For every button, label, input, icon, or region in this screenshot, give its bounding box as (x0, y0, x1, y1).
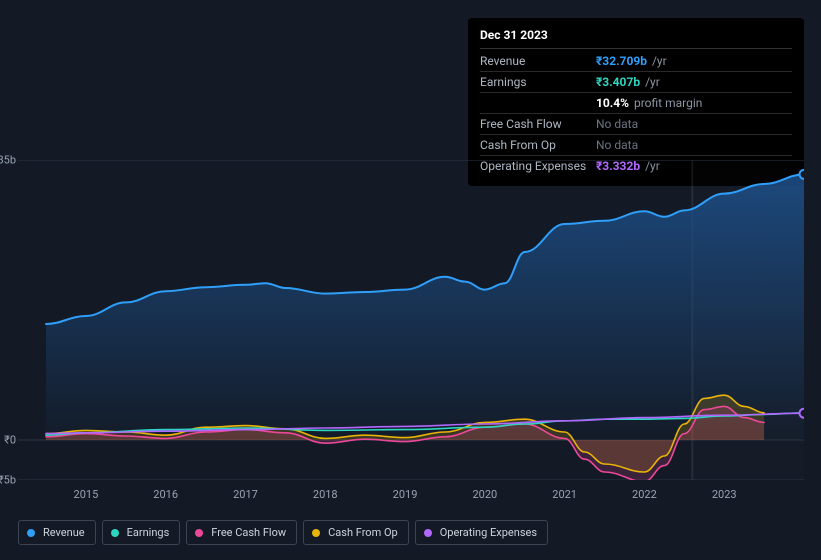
legend-label: Operating Expenses (440, 526, 537, 539)
legend-label: Free Cash Flow (211, 526, 286, 539)
legend-swatch (424, 529, 432, 537)
tooltip-row: Revenue₹32.709b /yr (480, 51, 792, 72)
tooltip-row: Free Cash FlowNo data (480, 114, 792, 135)
legend-item[interactable]: Operating Expenses (415, 520, 548, 545)
tooltip-row-label: Revenue (480, 52, 596, 70)
tooltip-row-value: 10.4% profit margin (596, 94, 702, 112)
tooltip-row-value: ₹3.407b /yr (596, 73, 660, 91)
legend-swatch (195, 529, 203, 537)
x-axis-label: 2016 (153, 488, 178, 501)
x-axis-label: 2021 (552, 488, 577, 501)
x-axis-label: 2017 (233, 488, 258, 501)
financials-chart[interactable]: ₹35b₹0-₹5b 20152016201720182019202020212… (18, 160, 804, 480)
legend-label: Revenue (43, 526, 85, 539)
x-axis-label: 2022 (632, 488, 657, 501)
tooltip-row-value: No data (596, 136, 638, 154)
legend: Revenue Earnings Free Cash Flow Cash From O… (18, 520, 548, 545)
y-axis-label: ₹0 (0, 434, 16, 447)
legend-swatch (27, 529, 35, 537)
y-axis-label: ₹35b (0, 154, 16, 167)
legend-item[interactable]: Free Cash Flow (186, 520, 297, 545)
x-axis-label: 2015 (74, 488, 99, 501)
legend-item[interactable]: Cash From Op (303, 520, 409, 545)
tooltip-row: 10.4% profit margin (480, 93, 792, 114)
tooltip-row-value: No data (596, 115, 638, 133)
tooltip-title: Dec 31 2023 (480, 26, 792, 49)
x-axis-label: 2020 (472, 488, 497, 501)
legend-item[interactable]: Revenue (18, 520, 96, 545)
legend-label: Cash From Op (328, 526, 398, 539)
x-axis-label: 2018 (313, 488, 338, 501)
legend-label: Earnings (127, 526, 170, 539)
tooltip-rows: Revenue₹32.709b /yrEarnings₹3.407b /yr10… (480, 51, 792, 176)
tooltip-row-label: Free Cash Flow (480, 115, 596, 133)
tooltip-row: Cash From OpNo data (480, 135, 792, 156)
legend-swatch (312, 529, 320, 537)
tooltip-row-label: Earnings (480, 73, 596, 91)
legend-item[interactable]: Earnings (102, 520, 181, 545)
tooltip-row: Earnings₹3.407b /yr (480, 72, 792, 93)
tooltip-row-label: Cash From Op (480, 136, 596, 154)
tooltip-row-value: ₹32.709b /yr (596, 52, 667, 70)
y-axis-label: -₹5b (0, 474, 16, 487)
legend-swatch (111, 529, 119, 537)
x-axis-label: 2023 (712, 488, 737, 501)
tooltip-row-label (480, 94, 596, 112)
x-axis-label: 2019 (393, 488, 418, 501)
